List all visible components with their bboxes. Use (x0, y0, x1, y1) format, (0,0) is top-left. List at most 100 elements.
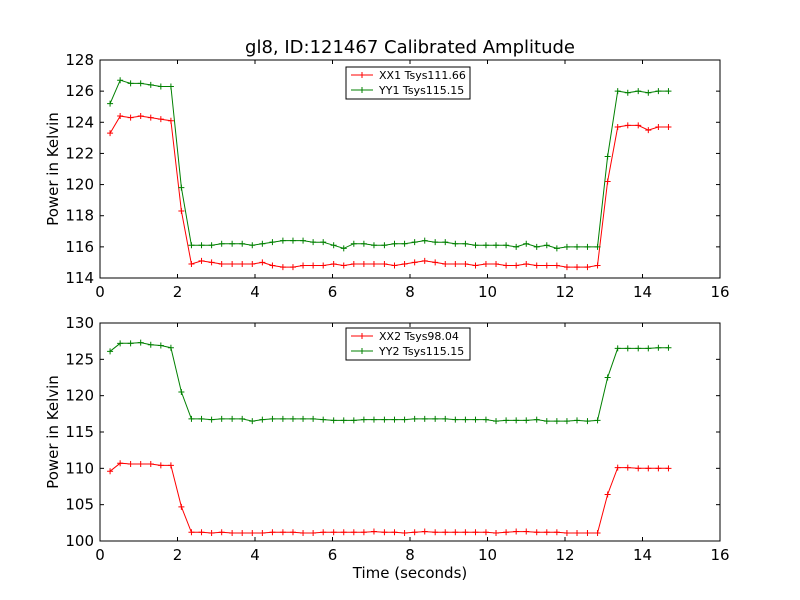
x-tick-label: 8 (405, 283, 415, 301)
data-point (249, 242, 256, 249)
data-point (208, 416, 215, 423)
data-point (614, 345, 621, 352)
data-point (665, 465, 672, 472)
data-point (188, 529, 195, 536)
data-point (107, 130, 114, 137)
data-point (127, 80, 134, 87)
data-point (482, 529, 489, 536)
data-point (594, 243, 601, 250)
data-point (462, 240, 469, 247)
data-point (239, 530, 246, 537)
data-point (117, 113, 124, 120)
x-tick-label: 12 (555, 546, 574, 564)
data-point (300, 530, 307, 537)
data-point (350, 240, 357, 247)
data-point (452, 260, 459, 267)
data-point (604, 153, 611, 160)
data-point (370, 242, 377, 249)
data-point (563, 418, 570, 425)
data-point (310, 239, 317, 246)
data-point (391, 529, 398, 536)
data-point (381, 242, 388, 249)
data-point (604, 491, 611, 498)
x-tick-label: 10 (478, 283, 497, 301)
data-point (493, 242, 500, 249)
data-point (665, 123, 672, 130)
legend-marker (359, 348, 365, 354)
data-point (411, 415, 418, 422)
data-point (635, 345, 642, 352)
data-point (503, 529, 510, 536)
y-tick-label: 124 (65, 113, 94, 131)
data-point (239, 260, 246, 267)
data-point (229, 260, 236, 267)
data-point (178, 208, 185, 215)
x-tick-label: 8 (405, 546, 415, 564)
data-point (249, 260, 256, 267)
data-point (239, 415, 246, 422)
y-tick-label: 120 (65, 387, 94, 405)
y-tick-label: 122 (65, 144, 94, 162)
y-axis-label: Power in Kelvin (44, 112, 62, 226)
data-point (543, 418, 550, 425)
data-point (330, 529, 337, 536)
data-point (218, 260, 225, 267)
data-point (360, 260, 367, 267)
data-point (533, 529, 540, 536)
data-point (127, 460, 134, 467)
data-point (594, 262, 601, 269)
data-point (350, 417, 357, 424)
data-point (107, 100, 114, 107)
data-point (269, 415, 276, 422)
data-point (493, 260, 500, 267)
data-point (300, 415, 307, 422)
y-tick-label: 118 (65, 207, 94, 225)
data-point (370, 528, 377, 535)
data-point (360, 240, 367, 247)
data-point (472, 416, 479, 423)
data-point (320, 416, 327, 423)
data-point (482, 260, 489, 267)
data-point (553, 262, 560, 269)
data-point (553, 529, 560, 536)
data-point (188, 260, 195, 267)
data-point (432, 239, 439, 246)
data-point (340, 529, 347, 536)
data-point (360, 529, 367, 536)
data-point (421, 257, 428, 264)
data-point (239, 240, 246, 247)
data-point (584, 530, 591, 537)
data-point (624, 345, 631, 352)
data-point (381, 416, 388, 423)
data-point (259, 240, 266, 247)
data-point (563, 530, 570, 537)
data-point (624, 464, 631, 471)
data-point (462, 260, 469, 267)
data-point (645, 127, 652, 134)
data-point (523, 417, 530, 424)
data-point (340, 417, 347, 424)
data-point (665, 344, 672, 351)
data-point (513, 243, 520, 250)
data-point (218, 415, 225, 422)
data-point (249, 418, 256, 425)
data-point (523, 240, 530, 247)
x-tick-label: 2 (173, 546, 183, 564)
data-point (279, 237, 286, 244)
data-point (117, 340, 124, 347)
data-point (330, 242, 337, 249)
data-point (513, 417, 520, 424)
legend-marker (359, 87, 365, 93)
legend-marker (359, 72, 365, 78)
data-point (188, 415, 195, 422)
data-point (635, 88, 642, 95)
data-point (127, 114, 134, 121)
data-point (411, 259, 418, 266)
data-point (432, 415, 439, 422)
data-point (655, 88, 662, 95)
y-tick-label: 100 (65, 532, 94, 550)
data-point (584, 264, 591, 271)
data-point (472, 262, 479, 269)
data-point (543, 242, 550, 249)
y-tick-label: 125 (65, 350, 94, 368)
